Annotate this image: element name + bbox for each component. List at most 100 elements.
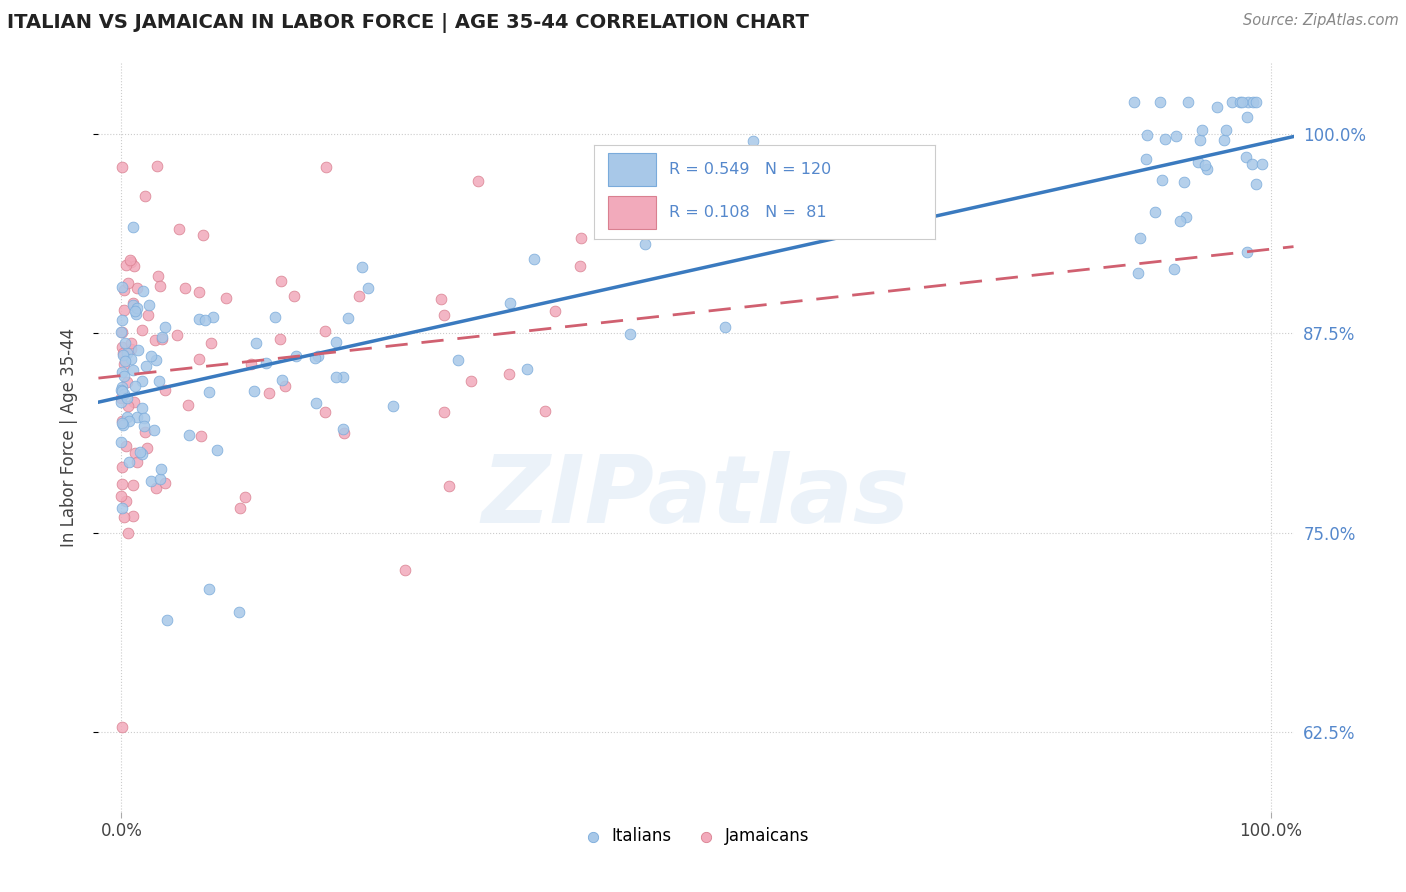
- Point: [619, 326, 641, 341]
- Point: [1187, 155, 1209, 169]
- Point: [111, 460, 134, 475]
- Point: [115, 375, 138, 389]
- Text: Source: ZipAtlas.com: Source: ZipAtlas.com: [1243, 13, 1399, 29]
- Point: [205, 443, 228, 458]
- Point: [111, 326, 134, 340]
- Point: [135, 441, 157, 455]
- Point: [122, 298, 145, 312]
- Point: [314, 324, 336, 338]
- Point: [433, 308, 456, 322]
- Point: [153, 383, 176, 397]
- Point: [110, 435, 132, 450]
- Point: [1135, 152, 1157, 166]
- Point: [1168, 214, 1191, 228]
- Point: [115, 346, 138, 360]
- Point: [156, 614, 179, 628]
- Point: [347, 289, 370, 303]
- Point: [1215, 122, 1237, 136]
- Point: [142, 423, 165, 437]
- Point: [149, 279, 172, 293]
- Point: [523, 252, 546, 266]
- Point: [1244, 178, 1267, 192]
- Point: [270, 373, 292, 387]
- Point: [332, 370, 354, 384]
- Point: [430, 292, 453, 306]
- Point: [1126, 266, 1149, 280]
- Point: [325, 334, 347, 349]
- Point: [111, 365, 134, 379]
- Point: [124, 446, 146, 460]
- Point: [1177, 95, 1199, 110]
- Point: [254, 356, 277, 370]
- Point: [233, 490, 256, 504]
- Point: [122, 260, 145, 274]
- Point: [305, 396, 328, 410]
- Point: [633, 237, 655, 252]
- Point: [1250, 157, 1272, 171]
- Point: [274, 379, 297, 393]
- Point: [117, 525, 139, 540]
- Point: [117, 391, 139, 405]
- Point: [152, 332, 174, 346]
- Point: [1229, 95, 1251, 110]
- Point: [357, 281, 380, 295]
- Point: [1163, 261, 1185, 276]
- Point: [111, 312, 134, 326]
- Point: [110, 391, 132, 405]
- Point: [143, 333, 166, 347]
- Point: [110, 160, 132, 174]
- Point: [121, 478, 143, 492]
- Point: [114, 354, 136, 368]
- Point: [112, 418, 135, 433]
- Point: [1166, 129, 1188, 144]
- Point: [1191, 123, 1213, 137]
- Text: ITALIAN VS JAMAICAN IN LABOR FORCE | AGE 35-44 CORRELATION CHART: ITALIAN VS JAMAICAN IN LABOR FORCE | AGE…: [7, 13, 808, 33]
- Point: [145, 353, 167, 368]
- Point: [111, 380, 134, 394]
- Point: [134, 189, 156, 203]
- Point: [112, 357, 135, 371]
- Point: [122, 395, 145, 409]
- Text: ZIPatlas: ZIPatlas: [482, 451, 910, 543]
- Point: [190, 429, 212, 443]
- Point: [174, 281, 197, 295]
- Point: [325, 370, 347, 384]
- Point: [120, 352, 142, 367]
- Point: [460, 374, 482, 388]
- Point: [145, 481, 167, 495]
- Point: [148, 268, 170, 283]
- Point: [110, 279, 132, 293]
- Point: [240, 357, 263, 371]
- Point: [131, 401, 153, 416]
- Point: [149, 461, 172, 475]
- Point: [120, 255, 142, 269]
- Point: [124, 378, 146, 392]
- Point: [150, 330, 173, 344]
- Point: [125, 307, 148, 321]
- Point: [110, 394, 132, 409]
- Point: [131, 323, 153, 337]
- Point: [1173, 176, 1195, 190]
- Point: [115, 409, 138, 424]
- Point: [177, 428, 200, 442]
- Point: [1150, 173, 1173, 187]
- Point: [112, 509, 135, 524]
- Point: [270, 273, 292, 287]
- Point: [433, 405, 456, 419]
- Y-axis label: In Labor Force | Age 35-44: In Labor Force | Age 35-44: [59, 327, 77, 547]
- Point: [146, 159, 169, 173]
- Point: [1241, 95, 1264, 110]
- Point: [188, 285, 211, 299]
- Point: [111, 340, 134, 354]
- Point: [135, 359, 157, 374]
- Point: [110, 383, 132, 397]
- Point: [167, 222, 190, 236]
- Point: [134, 419, 156, 434]
- Point: [1175, 210, 1198, 224]
- Point: [131, 374, 153, 388]
- Legend: Italians, Jamaicans: Italians, Jamaicans: [576, 821, 815, 852]
- Point: [198, 582, 221, 596]
- Point: [118, 253, 141, 268]
- Point: [499, 296, 522, 310]
- Point: [742, 134, 765, 148]
